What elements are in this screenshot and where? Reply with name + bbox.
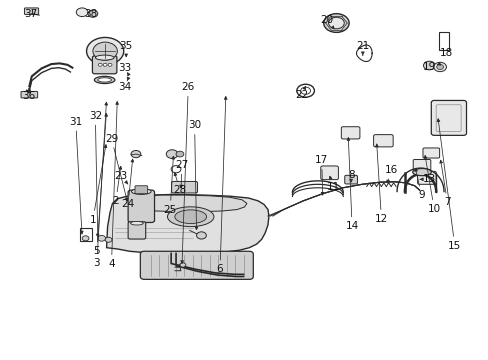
Text: 37: 37	[23, 9, 37, 19]
Circle shape	[328, 17, 344, 29]
Text: 19: 19	[422, 62, 435, 72]
Circle shape	[98, 63, 102, 66]
Text: 34: 34	[118, 82, 131, 92]
Text: 33: 33	[118, 63, 131, 73]
FancyBboxPatch shape	[341, 127, 359, 139]
Text: 15: 15	[447, 240, 461, 251]
Text: 11: 11	[326, 182, 340, 192]
Ellipse shape	[98, 78, 111, 82]
Circle shape	[98, 235, 105, 241]
Text: 28: 28	[173, 185, 186, 195]
Circle shape	[166, 150, 178, 158]
Text: 29: 29	[104, 134, 118, 144]
Circle shape	[86, 37, 123, 65]
Text: 31: 31	[69, 117, 82, 127]
Text: 14: 14	[345, 221, 358, 231]
Circle shape	[176, 151, 183, 157]
Text: 18: 18	[438, 48, 452, 58]
Ellipse shape	[131, 189, 151, 194]
Circle shape	[180, 263, 185, 267]
Text: 17: 17	[314, 155, 328, 165]
PathPatch shape	[132, 195, 246, 212]
Text: 35: 35	[119, 41, 133, 51]
FancyBboxPatch shape	[373, 135, 392, 147]
Text: 12: 12	[374, 214, 387, 224]
Text: 13: 13	[422, 174, 435, 184]
FancyBboxPatch shape	[422, 148, 439, 158]
Text: 8: 8	[347, 170, 354, 180]
Circle shape	[323, 14, 348, 32]
Text: 4: 4	[108, 259, 115, 269]
Circle shape	[436, 64, 443, 69]
Text: 10: 10	[427, 204, 440, 214]
FancyBboxPatch shape	[24, 8, 39, 14]
Text: 7: 7	[443, 197, 450, 207]
Circle shape	[93, 42, 117, 60]
Text: 32: 32	[88, 111, 102, 121]
Ellipse shape	[412, 168, 430, 176]
Text: 22: 22	[295, 90, 308, 100]
Text: 2: 2	[112, 196, 119, 206]
Text: 38: 38	[83, 9, 97, 19]
FancyBboxPatch shape	[417, 171, 435, 184]
Ellipse shape	[95, 55, 114, 60]
FancyBboxPatch shape	[135, 186, 147, 194]
Ellipse shape	[94, 76, 115, 84]
FancyBboxPatch shape	[171, 181, 197, 193]
Text: 23: 23	[114, 171, 128, 181]
FancyBboxPatch shape	[92, 56, 117, 74]
Ellipse shape	[175, 210, 206, 224]
Text: 24: 24	[121, 199, 135, 210]
Text: 25: 25	[163, 204, 177, 215]
Circle shape	[105, 237, 112, 242]
Text: 6: 6	[216, 264, 223, 274]
Text: 20: 20	[320, 15, 332, 25]
Text: 16: 16	[384, 165, 397, 175]
FancyBboxPatch shape	[140, 251, 253, 279]
Circle shape	[76, 8, 88, 17]
Text: 3: 3	[93, 258, 100, 268]
Text: 27: 27	[175, 160, 188, 170]
Circle shape	[131, 150, 141, 158]
Ellipse shape	[130, 221, 143, 225]
Text: 26: 26	[181, 82, 195, 92]
Text: 30: 30	[188, 120, 201, 130]
FancyBboxPatch shape	[320, 166, 338, 180]
Circle shape	[108, 63, 112, 66]
FancyBboxPatch shape	[412, 159, 430, 170]
Circle shape	[103, 63, 107, 66]
Ellipse shape	[167, 207, 214, 227]
FancyBboxPatch shape	[21, 91, 38, 98]
Text: 1: 1	[89, 215, 96, 225]
Circle shape	[196, 232, 206, 239]
Text: 36: 36	[21, 91, 35, 102]
Circle shape	[423, 61, 434, 70]
FancyBboxPatch shape	[128, 190, 154, 222]
Circle shape	[433, 62, 446, 72]
Text: 21: 21	[355, 41, 369, 51]
FancyBboxPatch shape	[430, 100, 466, 135]
Text: 9: 9	[417, 190, 424, 200]
Text: 5: 5	[93, 246, 100, 256]
FancyBboxPatch shape	[128, 222, 145, 239]
PathPatch shape	[106, 194, 268, 253]
Circle shape	[88, 10, 98, 17]
FancyBboxPatch shape	[344, 175, 357, 184]
Circle shape	[82, 236, 89, 241]
